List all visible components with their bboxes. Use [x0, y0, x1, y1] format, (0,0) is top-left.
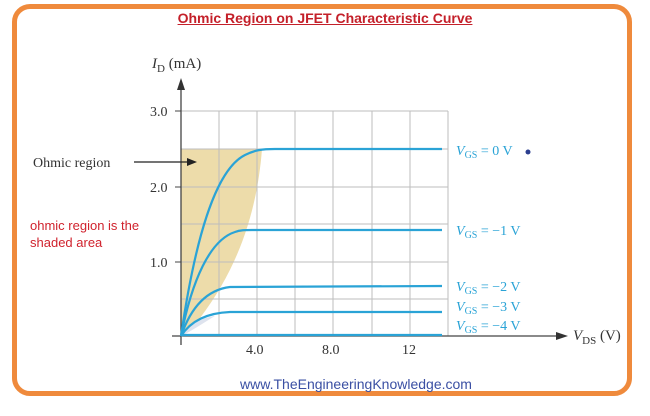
x-tick-12: 12	[402, 343, 416, 358]
x-tick-8: 8.0	[322, 343, 340, 358]
curve-vgs-minus2	[179, 284, 443, 337]
ohmic-region-label: Ohmic region	[33, 156, 110, 171]
y-tick-1: 1.0	[150, 256, 168, 271]
ohmic-shaded-area	[181, 149, 262, 336]
y-axis-label: ID (mA)	[151, 56, 201, 75]
ohmic-annotation: ohmic region is the shaded area	[30, 218, 140, 250]
y-tick-3: 3.0	[150, 105, 168, 120]
ohmic-arrow-head-icon	[187, 158, 197, 166]
footer-url: www.TheEngineeringKnowledge.com	[240, 376, 472, 392]
curve-label-vgs-0: VGS = 0 V	[456, 144, 513, 161]
orange-frame	[12, 4, 632, 396]
x-tick-4: 4.0	[246, 343, 264, 358]
curve-vgs-minus3	[180, 310, 442, 337]
curve-label-vgs-minus4: VGS = −4 V	[456, 319, 521, 336]
grid	[181, 110, 449, 336]
y-tick-2: 2.0	[150, 181, 168, 196]
y-axis-arrow-icon	[177, 78, 185, 90]
chart-title: Ohmic Region on JFET Characteristic Curv…	[177, 10, 473, 26]
curve-vgs-0	[179, 147, 442, 337]
x-axis-arrow-icon	[556, 332, 568, 340]
curve-label-vgs-minus1: VGS = −1 V	[456, 224, 521, 241]
characteristic-curves	[179, 147, 443, 337]
dot-icon	[525, 149, 531, 155]
curve-label-vgs-minus2: VGS = −2 V	[456, 280, 521, 297]
curve-vgs-minus1	[179, 228, 442, 337]
x-axis-label: VDS (V)	[573, 328, 621, 347]
curve-label-vgs-minus3: VGS = −3 V	[456, 300, 521, 317]
